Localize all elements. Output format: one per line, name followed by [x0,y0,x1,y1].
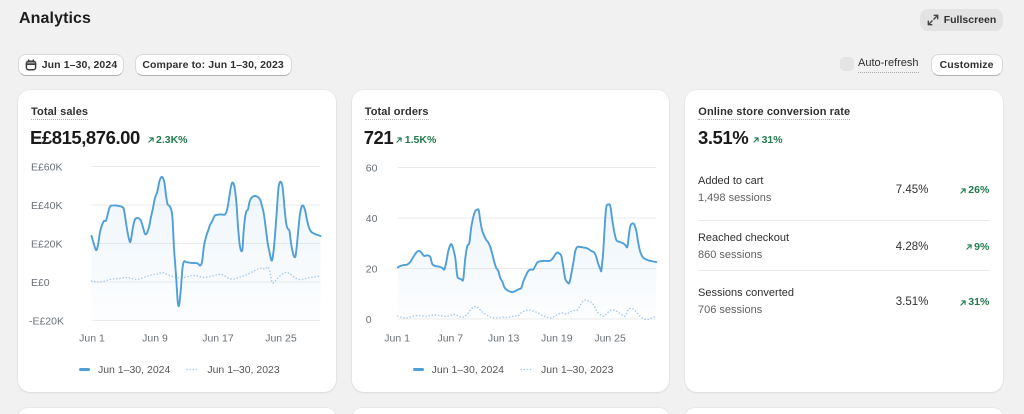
svg-text:E£40K: E£40K [31,201,62,212]
svg-text:E£60K: E£60K [31,163,62,174]
svg-text:40: 40 [365,214,377,225]
svg-text:Jun 13: Jun 13 [488,333,520,344]
svg-text:E£0: E£0 [31,278,50,289]
svg-text:Jun 25: Jun 25 [265,333,297,344]
svg-text:Jun 19: Jun 19 [541,333,573,344]
svg-text:Jun 1: Jun 1 [384,333,410,344]
svg-text:E£20K: E£20K [31,239,62,250]
svg-text:-E£20K: -E£20K [29,316,64,327]
svg-text:60: 60 [365,164,377,175]
svg-text:Jun 17: Jun 17 [202,333,234,344]
svg-text:Jun 25: Jun 25 [594,333,626,344]
svg-text:Jun 7: Jun 7 [437,333,463,344]
svg-text:20: 20 [365,264,377,275]
svg-text:Jun 1: Jun 1 [79,333,105,344]
svg-text:Jun 9: Jun 9 [142,333,168,344]
svg-text:0: 0 [365,315,371,326]
